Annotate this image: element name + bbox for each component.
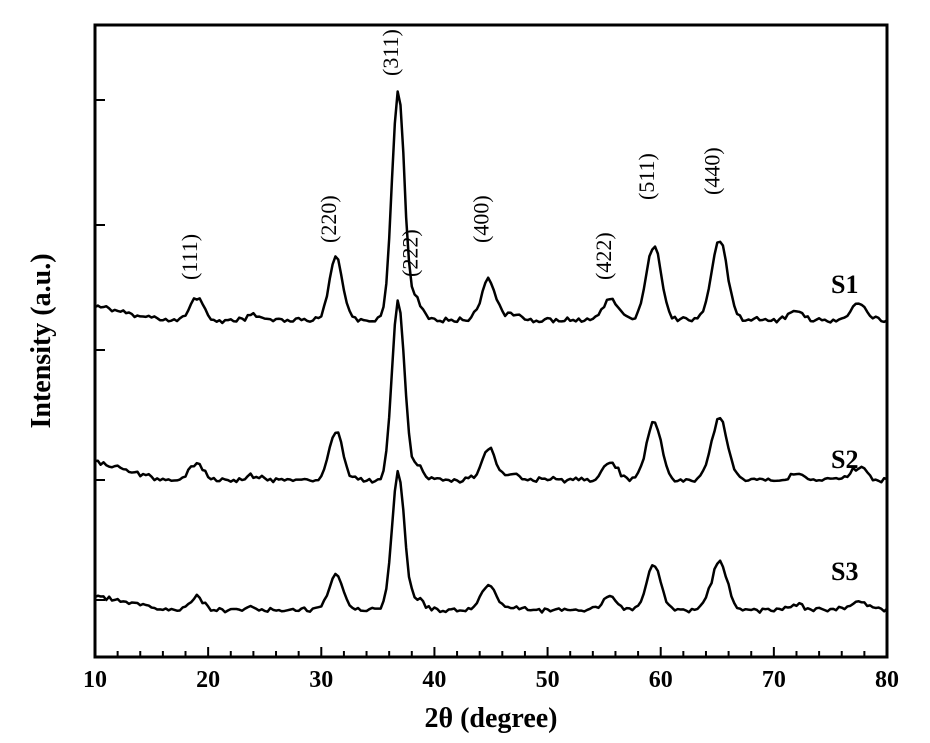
x-tick-label: 40 (422, 667, 446, 693)
y-axis-label: Intensity (a.u.) (26, 253, 57, 428)
x-tick-label: 50 (536, 667, 560, 693)
x-axis-label: 2θ (degree) (424, 703, 557, 734)
x-tick-label: 70 (762, 667, 786, 693)
peak-label: (311) (378, 29, 403, 76)
peak-label: (440) (700, 147, 725, 195)
peak-label: (222) (397, 229, 422, 277)
xrd-chart-container: { "canvas": {"width": 930, "height": 743… (0, 0, 930, 743)
xrd-svg: 10 20 30 40 50 60 70 80 2θ (degree) Intensity (a.… (0, 0, 930, 743)
series-label-S3: S3 (831, 557, 858, 586)
x-tick-label: 20 (196, 667, 220, 693)
x-tick-label: 60 (649, 667, 673, 693)
x-tick-label: 80 (875, 667, 899, 693)
series-label-S1: S1 (831, 270, 858, 299)
peak-label: (511) (634, 153, 659, 200)
series-label-S2: S2 (831, 445, 858, 474)
x-tick-label: 30 (309, 667, 333, 693)
peak-label: (220) (316, 195, 341, 243)
chart-bg (0, 0, 930, 743)
peak-label: (111) (177, 234, 202, 280)
peak-label: (422) (591, 232, 616, 280)
x-tick-label: 10 (83, 667, 107, 693)
peak-label: (400) (469, 195, 494, 243)
